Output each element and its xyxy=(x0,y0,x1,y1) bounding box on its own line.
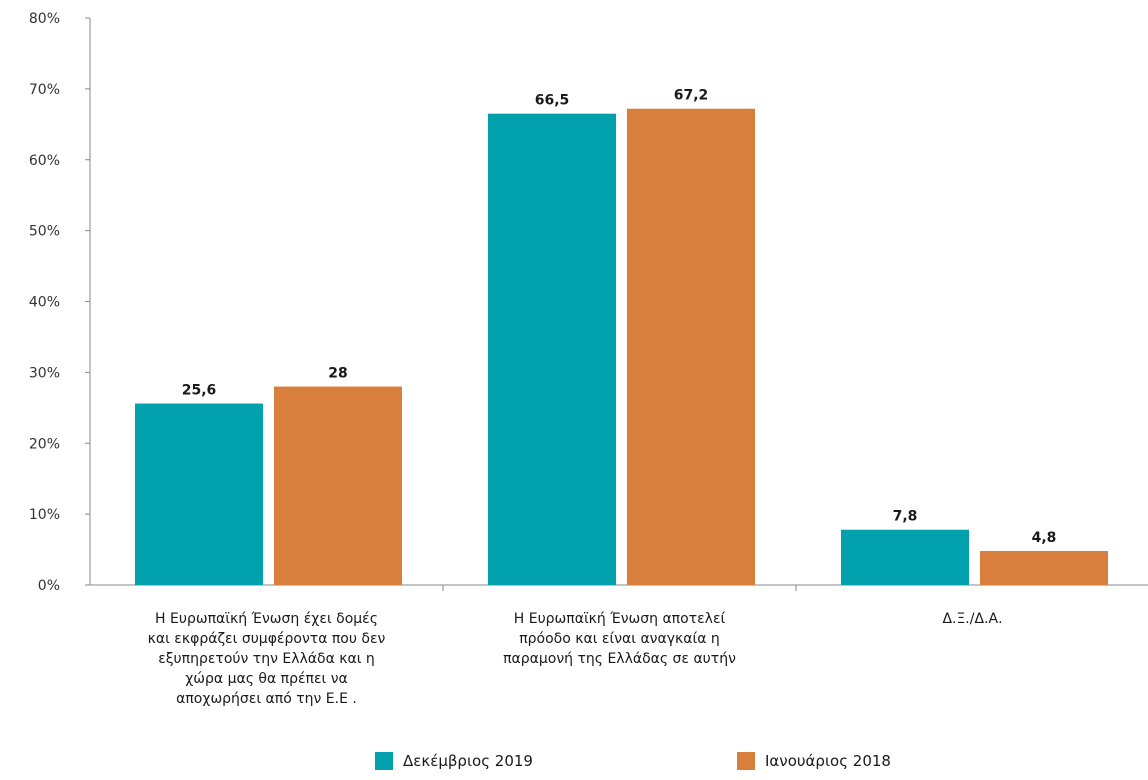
x-tick-label: Δ.Ξ./Δ.Α. xyxy=(823,609,1123,629)
data-label: 66,5 xyxy=(535,93,570,109)
x-tick-label-line: πρόοδο και είναι αναγκαία η xyxy=(519,631,720,647)
y-tick-label: 60% xyxy=(29,153,60,169)
legend-label: Δεκέμβριος 2019 xyxy=(403,752,533,770)
y-tick-label: 70% xyxy=(29,82,60,98)
x-tick-label-line: Η Ευρωπαϊκή Ένωση αποτελεί xyxy=(513,611,726,627)
x-tick-label-line: Η Ευρωπαϊκή Ένωση έχει δομές xyxy=(155,611,378,627)
x-tick-label-line: Δ.Ξ./Δ.Α. xyxy=(942,611,1003,627)
x-tick-label-line: χώρα μας θα πρέπει να xyxy=(185,671,348,687)
x-tick-label-line: και εκφράζει συμφέροντα που δεν xyxy=(147,631,386,647)
data-label: 25,6 xyxy=(182,383,217,399)
legend-swatch xyxy=(375,752,393,770)
y-tick-label: 80% xyxy=(29,11,60,27)
y-tick-label: 20% xyxy=(29,436,60,452)
x-tick-label: Η Ευρωπαϊκή Ένωση έχει δομές και εκφράζει… xyxy=(117,609,417,709)
legend-label: Ιανουάριος 2018 xyxy=(765,752,891,770)
y-tick-label: 40% xyxy=(29,295,60,311)
y-tick-label: 10% xyxy=(29,507,60,523)
bar xyxy=(135,403,263,585)
x-tick-label-line: εξυπηρετούν την Ελλάδα και η xyxy=(158,651,375,667)
y-tick-label: 0% xyxy=(38,578,60,594)
x-tick-label-line: αποχωρήσει από την Ε.Ε . xyxy=(176,691,357,707)
bar xyxy=(488,113,616,586)
data-label: 7,8 xyxy=(893,509,918,525)
data-label: 67,2 xyxy=(674,88,709,104)
data-label: 28 xyxy=(328,366,347,382)
bar xyxy=(841,529,969,585)
y-tick-label: 50% xyxy=(29,224,60,240)
bar xyxy=(274,386,402,585)
bar xyxy=(980,550,1108,585)
data-label: 4,8 xyxy=(1032,530,1057,546)
legend-item: Ιανουάριος 2018 xyxy=(737,752,891,770)
legend-swatch xyxy=(737,752,755,770)
legend-item: Δεκέμβριος 2019 xyxy=(375,752,533,770)
x-tick-label-line: παραμονή της Ελλάδας σε αυτήν xyxy=(503,651,736,667)
y-tick-label: 30% xyxy=(29,365,60,381)
x-tick-label: Η Ευρωπαϊκή Ένωση αποτελεί πρόοδο και είν… xyxy=(470,609,770,669)
bar xyxy=(627,108,755,585)
